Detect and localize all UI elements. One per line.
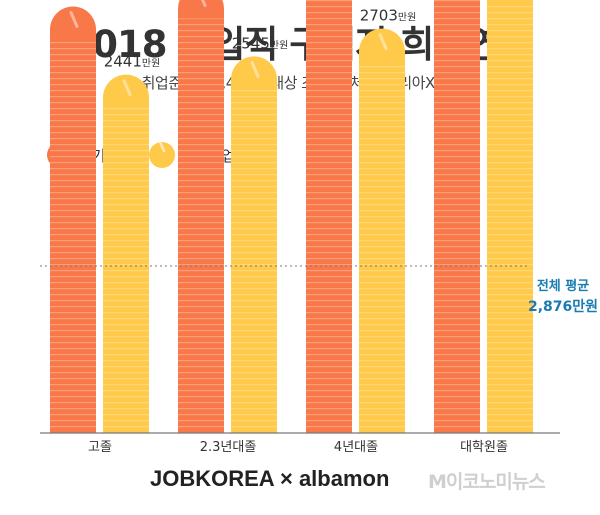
bar-stripes <box>434 0 480 433</box>
bar-large-0: 2829만원 <box>50 0 108 434</box>
x-tick-label: 대학원졸 <box>460 440 508 455</box>
bar-small-1: 2545만원 <box>231 34 288 433</box>
bar-value-label: 2545만원 <box>232 34 289 52</box>
bar-large-3: 3526만원 <box>434 0 480 433</box>
bar-value-label: 2703만원 <box>360 7 417 25</box>
legend-swatch-highlight <box>158 140 166 153</box>
bar-value-number: 2829 <box>51 0 89 3</box>
bar-value-unit: 만원 <box>398 12 416 24</box>
bar-stripes <box>178 18 224 433</box>
bar-value-label: 2829만원 <box>51 0 108 3</box>
bar-value-unit: 만원 <box>270 39 288 51</box>
bar-stripes <box>487 5 533 434</box>
bar-highlight <box>201 0 207 7</box>
bar-small-3: 3020만원 <box>487 0 533 434</box>
bar-highlight <box>250 60 260 78</box>
x-tick-label: 4년대졸 <box>334 440 378 455</box>
bar-highlight <box>378 33 388 51</box>
bar-stripes <box>306 0 352 433</box>
average-value: 2,876만원 <box>528 299 598 315</box>
bar-value-number: 2703 <box>360 7 398 25</box>
bar-small-2: 2703만원 <box>359 7 416 433</box>
bar-stripes <box>103 107 149 434</box>
average-label: 전체 평균 <box>537 278 589 294</box>
bar-value-label: 2441만원 <box>104 53 161 71</box>
bar-value-unit: 만원 <box>89 0 107 2</box>
bar-value-number: 2545 <box>232 34 270 52</box>
bar-small-0: 2441만원 <box>103 53 161 434</box>
watermark: M이코노미뉴스 <box>428 471 546 493</box>
bar-highlight <box>69 11 79 29</box>
bar-stripes <box>50 39 96 434</box>
bar-large-1: 2949만원 <box>178 0 224 433</box>
bar-stripes <box>231 89 277 433</box>
x-tick-label: 2.3년대졸 <box>200 440 257 455</box>
bar-large-2: 3197만원 <box>306 0 352 433</box>
partner-logos: JOBKOREA × albamon <box>150 466 390 491</box>
bar-value-unit: 만원 <box>142 58 160 70</box>
bar-stripes <box>359 61 405 433</box>
bar-highlight <box>122 79 132 97</box>
x-tick-label: 고졸 <box>88 440 112 455</box>
legend-swatch <box>149 142 175 168</box>
bar-value-number: 2441 <box>104 53 142 71</box>
